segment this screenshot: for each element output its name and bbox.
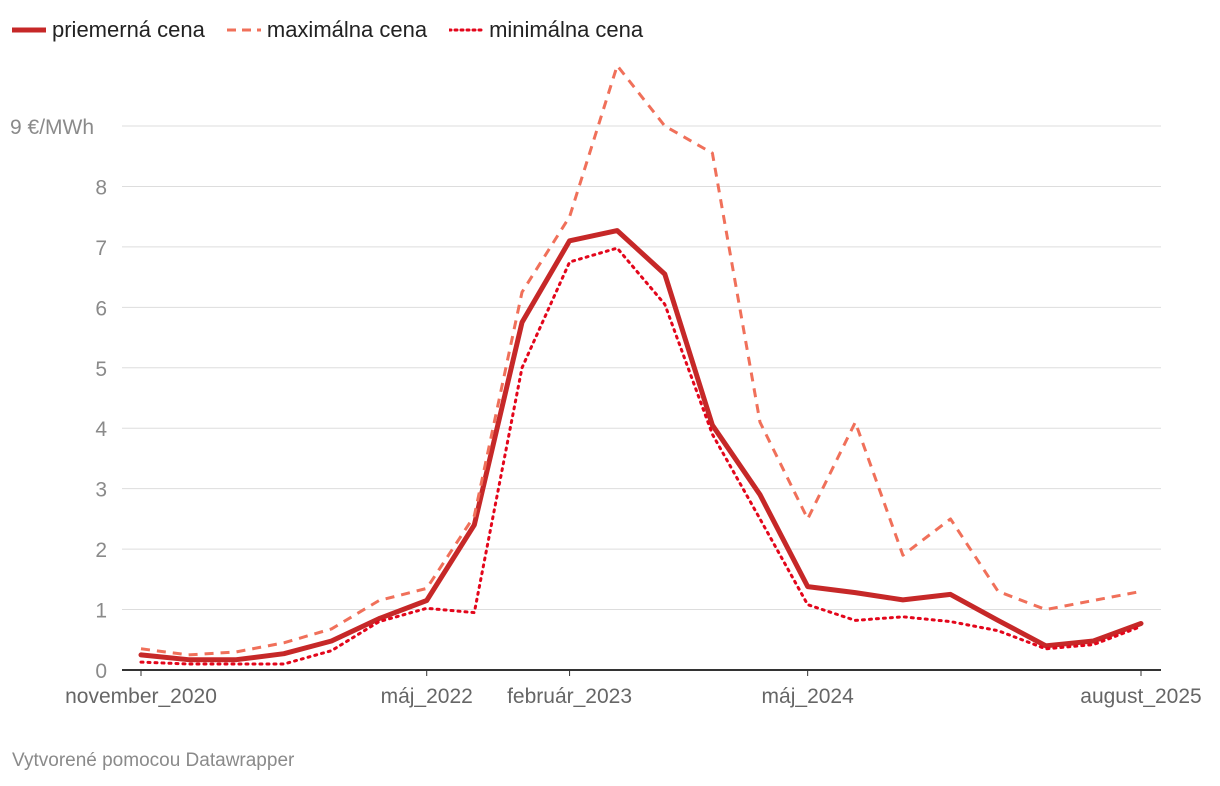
y-tick-label-8: 8 (95, 176, 107, 199)
y-tick-label-2: 2 (95, 539, 107, 562)
y-tick-label-1: 1 (95, 600, 107, 623)
gridlines (122, 125, 1161, 611)
legend-swatch-average (12, 27, 46, 33)
series-line-1 (140, 64, 1142, 657)
x-tick-label-3: máj_2024 (762, 685, 855, 708)
x-tick-label-4: august_2025 (1080, 685, 1201, 708)
y-tick-label-7: 7 (95, 237, 107, 260)
legend-swatch-min (449, 28, 484, 32)
legend-item-average: priemerná cena (12, 17, 205, 43)
series-line-0 (138, 228, 1144, 663)
y-tick-label-5: 5 (95, 358, 107, 381)
y-tick-label-6: 6 (95, 297, 107, 320)
y-tick-label-0: 0 (95, 660, 107, 683)
x-tick-label-0: november_2020 (65, 685, 217, 708)
y-tick-label-4: 4 (95, 418, 107, 441)
y-tick-label-3: 3 (95, 479, 107, 502)
legend: priemerná cena maximálna cena minimálna … (12, 14, 643, 46)
x-tick-label-1: máj_2022 (381, 685, 473, 708)
legend-swatch-max (226, 28, 261, 32)
x-tick-label-2: február_2023 (507, 685, 632, 708)
series-line-2 (139, 246, 1143, 666)
y-axis-ticks: 0 1 2 3 4 5 6 7 8 9 €/MWh (10, 116, 107, 683)
x-axis-ticks: november_2020 máj_2022 február_2023 máj_202… (65, 669, 1202, 708)
legend-item-max: maximálna cena (226, 17, 428, 43)
footer-credit: Vytvorené pomocou Datawrapper (12, 750, 295, 771)
line-chart: 0 1 2 3 4 5 6 7 8 9 €/MWh november_2020 máj_2022 fe… (10, 64, 1202, 708)
y-tick-label-9: 9 €/MWh (10, 116, 94, 139)
legend-label-average: priemerná cena (52, 17, 205, 42)
series-lines (138, 64, 1144, 666)
legend-label-min: minimálna cena (489, 17, 644, 42)
legend-item-min: minimálna cena (449, 17, 643, 43)
legend-label-max: maximálna cena (266, 17, 428, 42)
